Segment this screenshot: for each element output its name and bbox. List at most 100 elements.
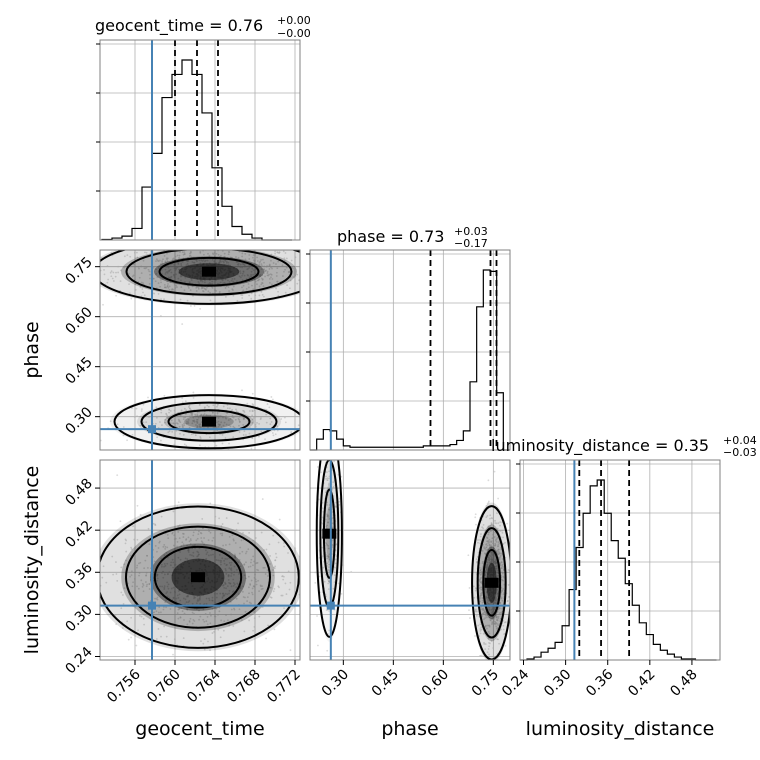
sample-point xyxy=(117,265,120,268)
sample-point xyxy=(252,539,255,542)
sample-point xyxy=(135,407,138,410)
sample-point xyxy=(261,293,264,296)
sample-point xyxy=(92,286,94,288)
sample-point xyxy=(173,564,176,566)
sample-point xyxy=(224,581,226,584)
sample-point xyxy=(159,263,162,265)
sample-point xyxy=(242,585,244,588)
sample-point xyxy=(265,548,268,551)
sample-point xyxy=(136,504,139,507)
sample-point xyxy=(193,261,196,264)
sample-point xyxy=(497,541,500,544)
sample-point xyxy=(252,629,255,632)
sample-point xyxy=(272,574,275,577)
sample-point xyxy=(169,281,172,283)
sample-point xyxy=(326,649,329,652)
sample-point xyxy=(247,286,250,289)
sample-point xyxy=(111,277,114,280)
title-geocent-time: geocent_time = 0.76 xyxy=(95,16,263,36)
sample-point xyxy=(264,573,267,575)
sample-point xyxy=(161,585,163,588)
sample-point xyxy=(231,288,234,291)
sample-point xyxy=(157,611,160,614)
sample-point xyxy=(224,416,227,419)
title-phase: phase = 0.73 xyxy=(337,227,444,246)
sample-point xyxy=(195,539,198,542)
sample-point xyxy=(174,269,177,272)
sample-point xyxy=(252,242,254,244)
sample-point xyxy=(501,558,504,560)
sample-point xyxy=(164,545,167,548)
sample-point xyxy=(231,409,234,411)
sample-point xyxy=(487,533,490,536)
sample-point xyxy=(479,600,482,603)
sample-point xyxy=(178,420,180,422)
sample-point xyxy=(296,273,299,276)
sample-point xyxy=(504,621,507,623)
sample-point xyxy=(191,611,194,614)
sample-point xyxy=(289,581,292,584)
sample-point xyxy=(226,619,229,622)
sample-point xyxy=(205,553,208,556)
sample-point xyxy=(258,422,260,425)
sample-point xyxy=(200,425,203,428)
sample-point xyxy=(235,586,238,589)
sample-point xyxy=(282,250,285,253)
sample-point xyxy=(128,283,130,286)
sample-point xyxy=(502,628,505,631)
sample-point xyxy=(494,559,497,562)
sample-point xyxy=(219,559,221,562)
sample-point xyxy=(514,563,516,565)
sample-point xyxy=(221,597,224,599)
sample-point xyxy=(84,283,86,285)
sample-point xyxy=(165,551,168,554)
title-phase-plus: +0.03 xyxy=(454,225,488,238)
sample-point xyxy=(154,524,157,527)
sample-point xyxy=(277,260,280,263)
sample-point xyxy=(255,583,258,586)
sample-point xyxy=(75,258,77,260)
sample-point xyxy=(173,544,175,547)
contour-line xyxy=(158,256,260,287)
sample-point xyxy=(260,268,263,271)
sample-point xyxy=(248,276,251,279)
sample-point xyxy=(258,590,260,593)
sample-point xyxy=(228,424,230,426)
sample-point xyxy=(189,415,192,418)
sample-point xyxy=(257,279,260,282)
sample-point xyxy=(180,262,183,265)
x-tick-label-geocent_time: 0.764 xyxy=(184,666,224,706)
sample-point xyxy=(492,647,495,649)
sample-point xyxy=(254,259,256,262)
sample-point xyxy=(263,261,265,264)
sample-point xyxy=(482,527,485,530)
sample-point xyxy=(286,284,288,287)
sample-point xyxy=(328,563,330,566)
sample-point xyxy=(239,546,242,549)
sample-point xyxy=(248,531,251,534)
panel-frame xyxy=(309,459,511,661)
sample-point xyxy=(102,303,104,306)
sample-point xyxy=(250,273,253,276)
sample-point xyxy=(154,280,157,283)
sample-point xyxy=(262,258,264,261)
sample-point xyxy=(155,260,157,263)
sample-point xyxy=(492,533,494,536)
sample-point xyxy=(475,608,477,611)
sample-point xyxy=(304,577,306,579)
sample-point xyxy=(250,275,253,278)
sample-point xyxy=(272,590,275,593)
sample-point xyxy=(269,417,272,420)
sample-point xyxy=(228,551,231,554)
sample-point xyxy=(497,638,499,641)
title-phase-minus: −0.17 xyxy=(454,237,488,250)
sample-point xyxy=(213,255,216,258)
sample-point xyxy=(207,405,210,408)
truth-marker xyxy=(326,601,335,610)
sample-point xyxy=(243,574,246,577)
sample-point xyxy=(200,413,203,416)
sample-point xyxy=(229,600,232,603)
sample-point xyxy=(488,541,491,543)
sample-point xyxy=(481,601,484,604)
sample-point xyxy=(251,593,254,596)
